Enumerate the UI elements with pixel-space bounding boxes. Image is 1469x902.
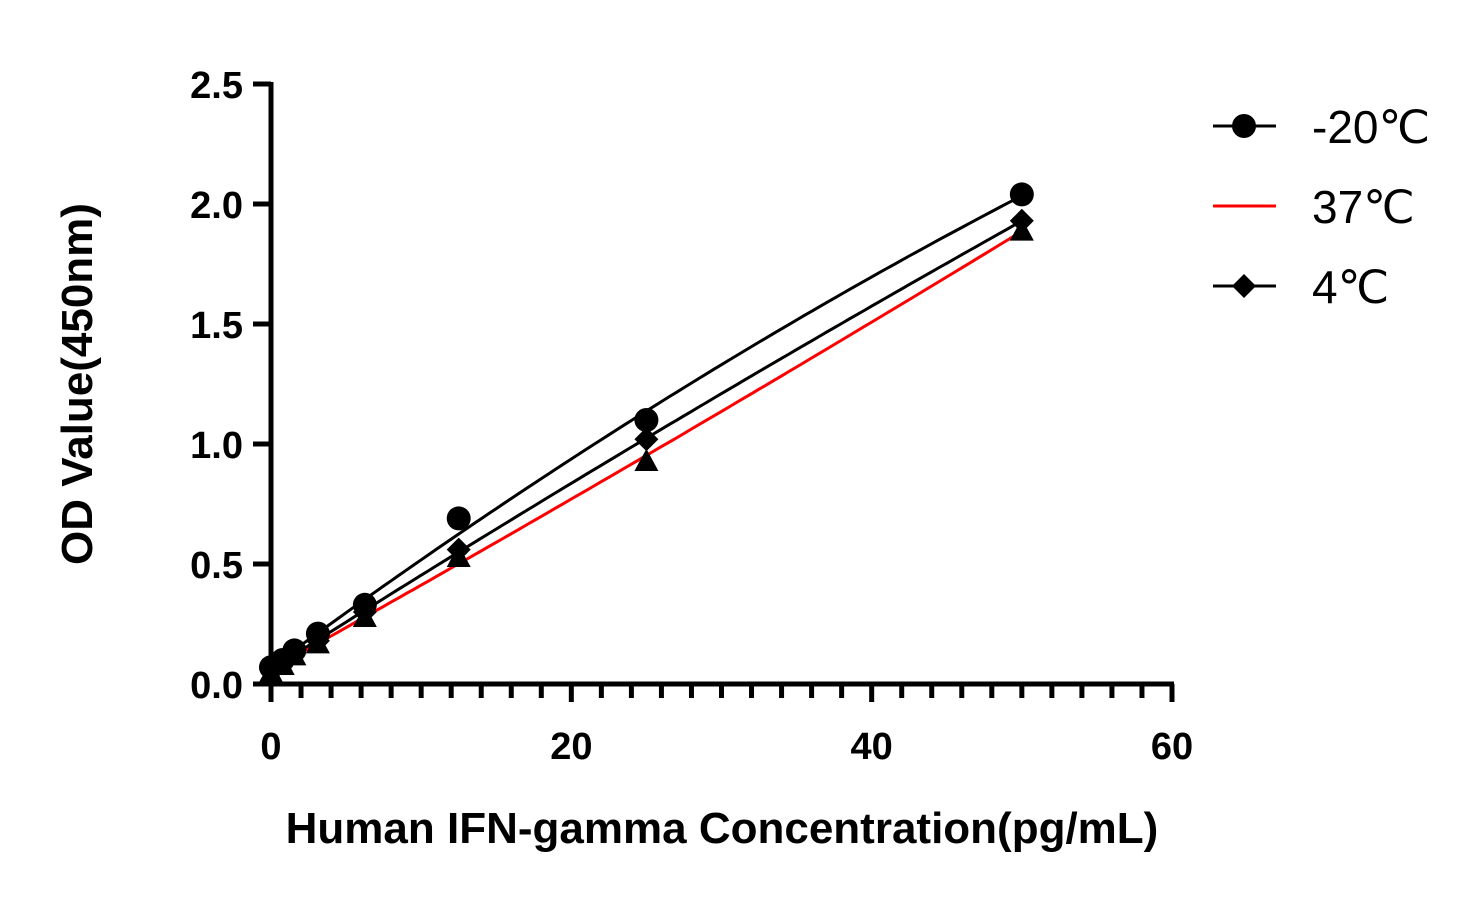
diamond-marker xyxy=(634,427,659,452)
legend: -20℃ 37℃ 4℃ xyxy=(1213,101,1430,313)
circle-marker xyxy=(1009,182,1034,207)
x-tick-label: 0 xyxy=(260,726,281,768)
y-tick-label: 1.5 xyxy=(190,305,243,347)
legend-label: 4℃ xyxy=(1312,261,1389,313)
legend-label: -20℃ xyxy=(1312,101,1430,153)
y-tick-label: 0.0 xyxy=(190,665,243,707)
axes: 0 20 40 60 0.0 0.5 1.0 1.5 2.0 2.5 xyxy=(190,65,1193,768)
data-points xyxy=(259,182,1034,683)
y-tick-label: 2.0 xyxy=(190,185,243,227)
diamond-marker xyxy=(1009,208,1034,233)
x-axis-label: Human IFN-gamma Concentration(pg/mL) xyxy=(286,804,1159,853)
circle-marker xyxy=(446,506,471,531)
diamond-marker xyxy=(352,600,377,624)
x-tick-label: 40 xyxy=(851,726,893,768)
circle-marker xyxy=(1232,114,1256,138)
triangle-marker xyxy=(634,448,659,471)
x-tick-label: 60 xyxy=(1151,726,1193,768)
circle-marker xyxy=(634,408,659,432)
diamond-marker xyxy=(446,537,471,562)
diamond-marker xyxy=(305,628,330,653)
y-tick-label: 1.0 xyxy=(190,425,243,467)
x-tick-label: 20 xyxy=(550,726,592,768)
legend-label: 37℃ xyxy=(1312,181,1415,233)
diamond-marker xyxy=(282,640,307,665)
y-tick-label: 0.5 xyxy=(190,545,243,587)
y-tick-label: 2.5 xyxy=(190,65,243,107)
diamond-marker xyxy=(1232,274,1256,298)
y-axis-label: OD Value(450nm) xyxy=(53,203,102,565)
